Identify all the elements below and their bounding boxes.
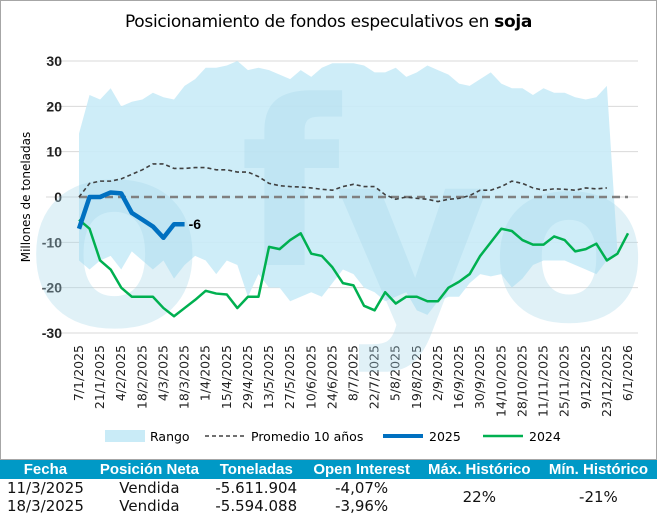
svg-text:y: y [335,97,491,377]
x-tick-label: 29/4/2025 [240,345,255,409]
x-tick-label: 16/9/2025 [451,345,466,409]
y-tick-label: 0 [54,189,62,205]
svg-text:o: o [25,85,204,387]
y-tick-label: -10 [42,234,62,250]
table-header-row: Fecha Posición Neta Toneladas Open Inter… [0,460,657,479]
legend-swatch-rango [105,430,145,442]
x-tick-label: 5/8/2025 [388,345,403,401]
y-tick-label: 20 [46,98,62,114]
legend-label-promedio: Promedio 10 años [251,429,363,444]
chart-title: Posicionamiento de fondos especulativos … [0,12,657,32]
y-tick-label: -30 [42,325,62,341]
x-tick-label: 6/1/2026 [620,345,635,401]
cell-max-historico: 22% [462,488,496,506]
header-max: Máx. Histórico [418,460,540,479]
x-tick-label: 18/2/2025 [134,345,149,409]
x-tick-label: 15/4/2025 [219,345,234,409]
svg-text:o: o [490,108,648,375]
cell-min-historico: -21% [579,488,618,506]
x-tick-label: 10/6/2025 [303,345,318,409]
x-tick-label: 14/10/2025 [493,345,508,417]
y-axis-label: Millones de toneladas [19,132,33,263]
x-tick-label: 8/7/2025 [346,345,361,401]
cell-toneladas: -5.594.088 [215,497,298,515]
cell-oi: -4,07% [335,479,389,497]
summary-table: Fecha Posición Neta Toneladas Open Inter… [0,460,657,515]
x-tick-label: 11/11/2025 [536,345,551,417]
cell-oi: -3,96% [335,497,389,515]
legend-label-rango: Rango [150,429,190,444]
series-promedio-10-anos-line [78,163,607,203]
cell-posicion: Vendida [119,497,180,515]
header-posicion: Posición Neta [90,460,208,479]
x-tick-label: 27/5/2025 [282,345,297,409]
y-tick-label: 10 [46,144,62,160]
watermark-logo: o f y o [25,53,648,387]
title-bold: soja [494,12,533,32]
x-tick-label: 30/9/2025 [472,345,487,409]
table-row: 18/3/2025 Vendida -5.594.088 -3,96% [0,497,657,515]
y-tick-label: 30 [46,53,62,69]
x-tick-label: 23/12/2025 [599,345,614,417]
x-tick-label: 28/10/2025 [514,345,529,417]
series-2025-last-label: -6 [189,216,202,232]
x-tick-label: 4/3/2025 [155,345,170,401]
x-tick-label: 24/6/2025 [324,345,339,409]
x-tick-label: 21/1/2025 [92,345,107,409]
chart-svg: 30 20 10 0 -10 -20 -30 7/1/2025 21/1/2025 4/2/202… [19,53,648,444]
x-tick-label: 22/7/2025 [367,345,382,409]
x-tick-label: 9/12/2025 [578,345,593,409]
header-open-interest: Open Interest [304,460,419,479]
x-tick-label: 4/2/2025 [113,345,128,401]
cell-toneladas: -5.611.904 [215,479,298,497]
header-fecha: Fecha [0,460,91,479]
cell-fecha: 18/3/2025 [6,497,84,515]
x-tick-label: 19/8/2025 [409,345,424,409]
x-tick-label: 25/11/2025 [557,345,572,417]
header-toneladas: Toneladas [208,460,305,479]
table-row: 11/3/2025 Vendida -5.611.904 -4,07% 22% … [0,479,657,506]
header-min: Mín. Histórico [539,460,657,479]
series-2024-line [78,218,630,318]
x-tick-label: 13/5/2025 [261,345,276,409]
legend: Rango Promedio 10 años 2025 2024 [105,429,561,444]
legend-label-2025: 2025 [429,429,461,444]
x-tick-label: 1/4/2025 [198,345,213,401]
x-tick-label: 18/3/2025 [177,345,192,409]
cell-posicion: Vendida [119,479,180,497]
x-tick-label: 2/9/2025 [430,345,445,401]
legend-label-2024: 2024 [529,429,561,444]
title-text: Posicionamiento de fondos especulativos … [124,12,495,32]
y-tick-label: -20 [42,280,62,296]
x-tick-label: 7/1/2025 [71,345,86,401]
series-2025-line [76,190,185,241]
cell-fecha: 11/3/2025 [6,479,84,497]
